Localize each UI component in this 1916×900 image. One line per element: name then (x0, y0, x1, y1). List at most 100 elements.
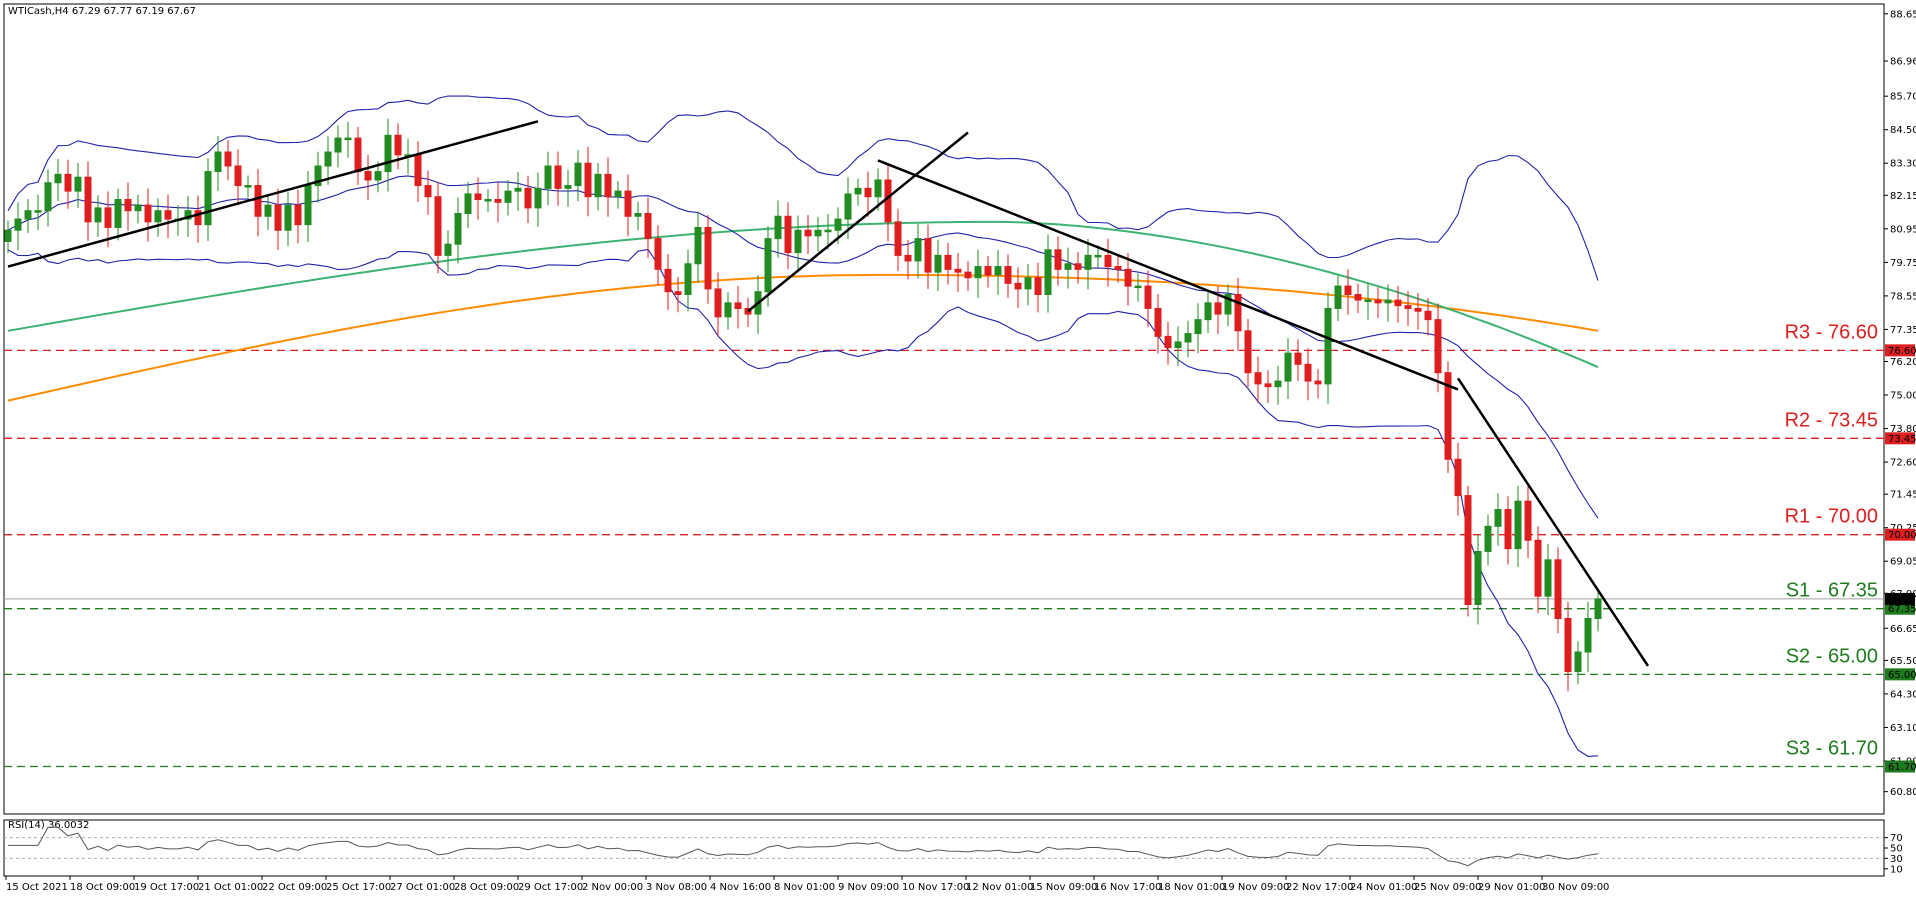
current-price-tag-bg (1885, 592, 1915, 605)
candle-body-33 (334, 137, 342, 153)
x-tick-label-10: 3 Nov 08:00 (646, 882, 707, 893)
candle-body-117 (1174, 341, 1182, 349)
candle-body-121 (1214, 302, 1222, 315)
candle-body-44 (444, 243, 452, 256)
candle-body-111 (1114, 266, 1122, 270)
candle-body-96 (964, 271, 972, 279)
candle-body-41 (414, 154, 422, 187)
x-tick-label-3: 21 Oct 01:00 (198, 882, 263, 893)
level-tag-bg-1 (1885, 432, 1915, 445)
candle-body-151 (1514, 500, 1522, 550)
candle-body-48 (484, 199, 492, 202)
candle-body-53 (534, 187, 542, 209)
x-tick-label-22: 25 Nov 09:00 (1414, 882, 1481, 893)
candle-body-86 (864, 187, 872, 198)
candle-body-98 (984, 266, 992, 276)
trendline-1 (747, 131, 969, 313)
candle-body-84 (844, 193, 852, 220)
level-label-5: S3 - 61.70 (1786, 738, 1878, 760)
trendline-0 (7, 120, 539, 268)
candles-group (4, 118, 1602, 692)
candle-body-45 (454, 212, 462, 245)
candle-body-39 (394, 134, 402, 156)
y-tick-label-13: 72.60 (1890, 458, 1916, 469)
trendline-2 (877, 159, 1459, 391)
x-tick-label-16: 15 Nov 09:00 (1030, 882, 1097, 893)
candle-body-120 (1204, 302, 1212, 321)
candle-body-5 (54, 173, 62, 184)
candle-body-94 (944, 254, 952, 270)
level-label-0: R3 - 76.60 (1785, 321, 1878, 343)
candle-body-11 (114, 199, 122, 228)
candle-body-145 (1454, 458, 1462, 497)
candle-body-106 (1064, 263, 1072, 270)
candle-body-32 (324, 151, 332, 167)
rsi-tick-label-0: 70 (1890, 833, 1903, 844)
candle-body-64 (644, 212, 652, 240)
y-tick-label-4: 83.30 (1890, 159, 1916, 170)
candle-body-83 (834, 218, 842, 231)
candle-body-54 (544, 165, 552, 189)
candle-body-31 (314, 165, 322, 187)
candle-body-1 (14, 218, 22, 231)
y-tick-label-16: 69.05 (1890, 557, 1916, 568)
candle-body-159 (1594, 598, 1602, 619)
candle-body-109 (1094, 254, 1102, 258)
candle-body-110 (1104, 254, 1112, 268)
candle-body-55 (554, 165, 562, 189)
candle-body-35 (354, 137, 362, 173)
level-tag-4: 65.00 (1888, 670, 1916, 681)
y-tick-label-7: 79.75 (1890, 258, 1916, 269)
x-tick-label-8: 29 Oct 17:00 (518, 882, 583, 893)
x-tick-label-11: 4 Nov 16:00 (710, 882, 771, 893)
candle-body-146 (1464, 495, 1472, 606)
candle-body-69 (694, 226, 702, 265)
y-tick-label-3: 84.50 (1890, 125, 1916, 136)
y-tick-label-9: 77.35 (1890, 325, 1916, 336)
candle-body-51 (514, 187, 522, 192)
level-tag-1: 73.45 (1888, 434, 1916, 445)
candle-body-137 (1374, 299, 1382, 304)
candle-body-92 (924, 238, 932, 273)
candle-body-22 (224, 151, 232, 167)
candle-body-93 (934, 254, 942, 273)
candle-body-143 (1434, 319, 1442, 374)
candle-body-153 (1534, 539, 1542, 597)
candle-body-14 (144, 204, 152, 223)
x-tick-label-6: 27 Oct 01:00 (390, 882, 455, 893)
x-tick-label-23: 29 Nov 01:00 (1478, 882, 1545, 893)
candle-body-8 (84, 176, 92, 223)
candle-body-105 (1054, 249, 1062, 270)
candle-body-15 (154, 210, 162, 223)
level-tag-3: 67.35 (1888, 604, 1916, 615)
candle-body-16 (164, 210, 172, 220)
candle-body-66 (664, 268, 672, 293)
y-tick-label-21: 63.10 (1890, 723, 1916, 734)
candle-body-112 (1124, 268, 1132, 287)
candle-body-25 (254, 185, 262, 217)
candle-body-88 (884, 179, 892, 223)
current-price-tag: 67.67 (1888, 594, 1916, 605)
candle-body-103 (1034, 277, 1042, 295)
candle-body-101 (1014, 282, 1022, 290)
y-tick-label-19: 65.50 (1890, 656, 1916, 667)
candle-body-90 (904, 254, 912, 262)
candle-body-102 (1024, 277, 1032, 290)
y-tick-label-0: 88.65 (1890, 9, 1916, 20)
level-tag-2: 70.00 (1888, 530, 1916, 541)
candle-body-126 (1264, 383, 1272, 388)
candle-body-49 (494, 199, 502, 203)
candle-body-2 (24, 210, 32, 220)
candle-body-124 (1244, 330, 1252, 374)
candle-body-30 (304, 185, 312, 226)
candle-body-80 (804, 229, 812, 237)
candle-body-76 (764, 238, 772, 293)
x-tick-label-2: 19 Oct 17:00 (134, 882, 199, 893)
candle-body-149 (1494, 509, 1502, 527)
candle-body-52 (524, 187, 532, 209)
candle-body-82 (824, 229, 832, 233)
candle-body-36 (364, 171, 372, 181)
bollinger-upper (7, 95, 1599, 281)
main-panel-frame (3, 3, 1885, 815)
